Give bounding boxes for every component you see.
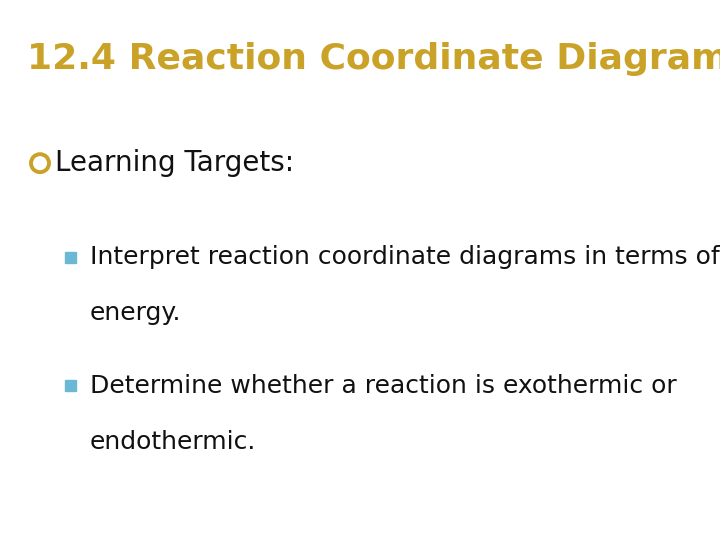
Text: Learning Targets:: Learning Targets:: [55, 149, 294, 177]
Text: energy.: energy.: [90, 301, 181, 325]
Bar: [65, 252, 76, 263]
Text: endothermic.: endothermic.: [90, 429, 256, 454]
Text: Determine whether a reaction is exothermic or: Determine whether a reaction is exotherm…: [90, 374, 677, 398]
Text: 12.4 Reaction Coordinate Diagram: 12.4 Reaction Coordinate Diagram: [27, 42, 720, 76]
Text: Interpret reaction coordinate diagrams in terms of: Interpret reaction coordinate diagrams i…: [90, 245, 720, 269]
Bar: [65, 380, 76, 392]
